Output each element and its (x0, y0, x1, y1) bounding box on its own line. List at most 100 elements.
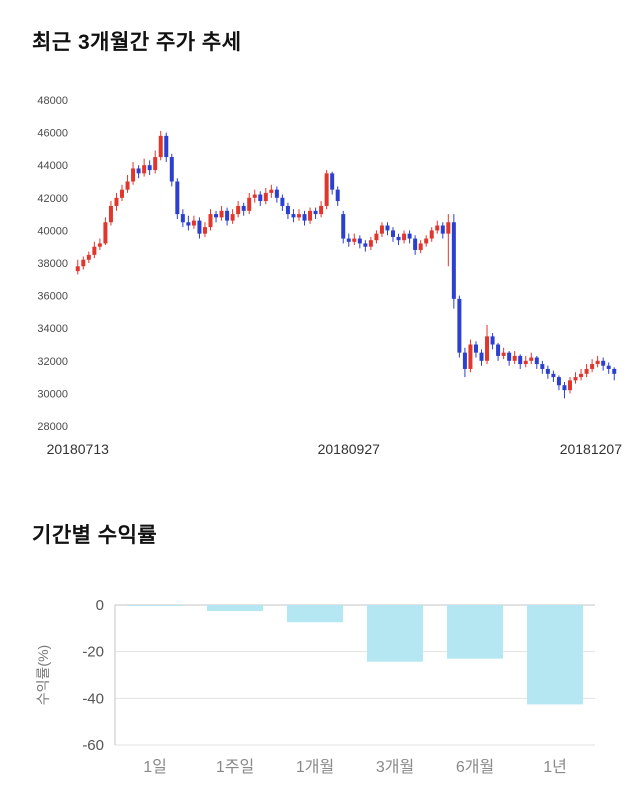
candle-body (81, 259, 86, 267)
candle-body (446, 222, 451, 234)
candle-body (164, 135, 169, 158)
candle-body (507, 352, 512, 361)
candles (75, 130, 617, 399)
candle-body (97, 243, 102, 247)
candle-body (606, 365, 611, 369)
candle-body (462, 352, 467, 369)
returns-category-label: 1일 (143, 758, 167, 776)
candle-body (103, 222, 108, 244)
returns-y-tick-label: -20 (82, 644, 104, 661)
candle-body (180, 214, 185, 223)
candle-body (385, 225, 390, 231)
candle-body (136, 168, 141, 174)
candle-body (324, 173, 329, 206)
candle-body (269, 189, 274, 193)
candle-body (236, 205, 241, 215)
y-tick-label: 46000 (37, 128, 68, 140)
price-y-axis-labels: 48000 46000 44000 42000 40000 38000 36000 34000… (37, 95, 68, 433)
candle-body (280, 197, 285, 206)
candle-body (368, 240, 373, 247)
candle-body (573, 377, 578, 381)
candle-body (296, 214, 301, 218)
candle-body (131, 168, 136, 182)
candle-body (114, 197, 119, 206)
return-bar (527, 605, 583, 705)
candle-body (319, 205, 324, 215)
returns-y-tick-label: -40 (82, 690, 104, 707)
candle-body (490, 336, 495, 345)
y-tick-label: 36000 (37, 291, 68, 303)
candle-body (191, 220, 196, 226)
price-x-axis-labels: 20180713 20180927 20181207 (47, 441, 623, 457)
price-candlestick-chart: 48000 46000 44000 42000 40000 38000 36000 34000… (37, 95, 623, 457)
candle-body (313, 210, 318, 215)
candle-body (379, 225, 384, 234)
candle-body (363, 243, 368, 247)
candle-body (341, 214, 346, 239)
candle-body (590, 364, 595, 369)
returns-bar-chart: 0 -20 -40 -60 1일 1주일 1개월 3개월 6개월 1년 수익률(%) (35, 597, 595, 776)
candle-body (473, 344, 478, 353)
candle-body (407, 233, 412, 239)
candle-body (496, 344, 501, 356)
candle-body (330, 173, 335, 190)
candle-body (285, 205, 290, 215)
candle-body (545, 368, 550, 374)
candle-body (208, 214, 213, 228)
y-tick-label: 28000 (37, 421, 68, 433)
candle-body (562, 385, 567, 391)
price-chart-title: 최근 3개월간 주가 추세 (32, 31, 242, 54)
returns-chart-title: 기간별 수익률 (32, 524, 158, 547)
candle-body (274, 189, 279, 198)
candle-body (440, 225, 445, 234)
y-tick-label: 40000 (37, 225, 68, 237)
candle-body (435, 225, 440, 231)
candle-body (202, 227, 207, 234)
y-tick-label: 32000 (37, 356, 68, 368)
candle-body (92, 246, 97, 255)
candle-body (86, 254, 91, 260)
candle-body (219, 210, 224, 218)
return-bar (207, 605, 263, 612)
candle-body (457, 298, 462, 353)
returns-category-label: 1년 (543, 758, 567, 776)
candle-body (374, 233, 379, 241)
candle-body (158, 135, 163, 158)
candle-body (612, 368, 617, 374)
return-bar (287, 605, 343, 623)
candle-body (258, 194, 263, 202)
candle-body (153, 157, 158, 171)
candle-body (214, 214, 219, 218)
y-tick-label: 30000 (37, 388, 68, 400)
y-tick-label: 42000 (37, 193, 68, 205)
candle-body (556, 377, 561, 386)
y-tick-label: 44000 (37, 160, 68, 172)
return-bar (367, 605, 423, 662)
x-tick-label: 20181207 (560, 441, 623, 457)
candle-body (501, 352, 506, 356)
returns-category-label: 1주일 (216, 758, 254, 776)
returns-gridlines: 0 -20 -40 -60 (82, 597, 595, 754)
candle-body (567, 380, 572, 391)
candle-body (579, 373, 584, 378)
candle-body (468, 344, 473, 369)
candle-body (584, 368, 589, 374)
candle-body (186, 222, 191, 226)
candle-body (335, 189, 340, 202)
y-tick-label: 34000 (37, 323, 68, 335)
candle-body (551, 373, 556, 378)
candle-body (197, 220, 202, 234)
candle-body (479, 352, 484, 361)
returns-category-label: 3개월 (376, 758, 414, 776)
candle-body (125, 181, 130, 190)
returns-y-tick-label: 0 (96, 597, 104, 614)
candle-body (247, 197, 252, 211)
candle-body (225, 210, 230, 221)
returns-category-label: 6개월 (456, 758, 494, 776)
candle-body (230, 214, 235, 221)
candle-body (352, 238, 357, 242)
candle-body (142, 165, 147, 174)
x-tick-label: 20180927 (318, 441, 381, 457)
candle-body (302, 214, 307, 221)
